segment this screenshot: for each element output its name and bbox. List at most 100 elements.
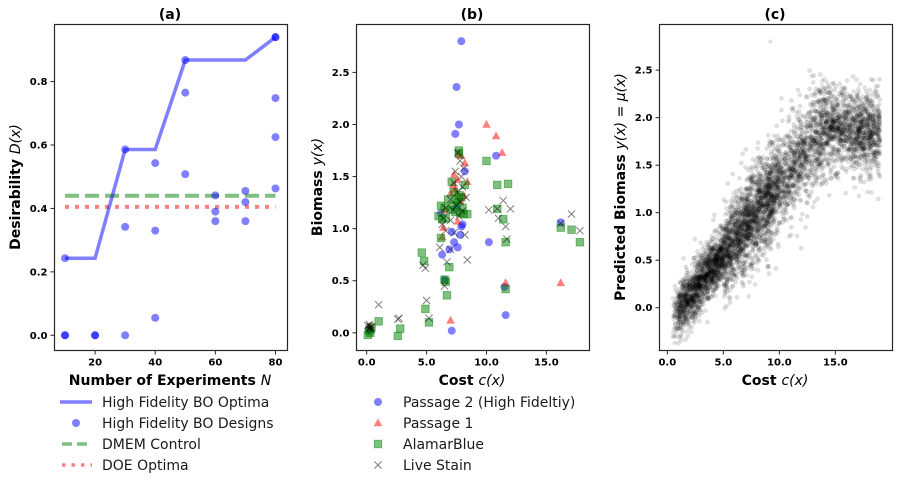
predicted-point [786, 233, 792, 239]
predicted-point [742, 258, 748, 264]
bo-design-point [61, 331, 70, 340]
predicted-point [747, 279, 752, 285]
predicted-point [813, 177, 819, 183]
predicted-point [783, 149, 789, 155]
predicted-point [861, 131, 867, 137]
predicted-point [794, 192, 800, 198]
predicted-point [692, 265, 698, 271]
predicted-point [735, 225, 741, 231]
predicted-point [715, 268, 721, 273]
predicted-point [735, 216, 741, 222]
bo-design-point [181, 56, 190, 65]
predicted-point [822, 97, 828, 103]
predicted-point [868, 116, 874, 122]
predicted-point [775, 184, 781, 190]
x-tick-label: 60 [208, 358, 222, 369]
bo-design-point [211, 217, 220, 226]
predicted-point [727, 300, 733, 306]
predicted-point [832, 116, 838, 122]
passage1-point [497, 148, 507, 156]
predicted-point [759, 209, 765, 215]
predicted-point [830, 157, 836, 163]
panel-a-y-ticks: 0.00.20.40.60.8 [30, 77, 55, 342]
predicted-point [758, 238, 764, 244]
predicted-point [798, 217, 804, 222]
livestain-point [494, 214, 503, 223]
predicted-point [777, 203, 783, 209]
predicted-point [780, 118, 785, 124]
legend-circle-icon [72, 419, 80, 427]
passage2-point [453, 243, 462, 252]
predicted-point [695, 298, 701, 304]
predicted-point [837, 136, 843, 142]
predicted-point [760, 217, 766, 222]
predicted-point [809, 73, 815, 79]
predicted-point [780, 172, 786, 178]
livestain-point [374, 300, 383, 309]
predicted-point [729, 261, 735, 267]
predicted-point [734, 258, 740, 264]
livestain-point [450, 178, 459, 187]
predicted-point [846, 134, 852, 140]
panel-c: (c) 0.0 5.0 10.0 15.0 0.00.51.01.52.02.5 Co… [613, 7, 894, 389]
predicted-point [764, 182, 770, 188]
predicted-point [783, 208, 789, 213]
predicted-point [871, 123, 877, 129]
predicted-point [717, 223, 723, 229]
predicted-point [763, 184, 769, 190]
predicted-point [721, 255, 727, 261]
predicted-point [824, 140, 830, 146]
predicted-point [741, 234, 747, 240]
predicted-point [752, 220, 758, 225]
predicted-point [757, 194, 763, 200]
predicted-point [682, 276, 688, 282]
predicted-point [760, 155, 766, 160]
predicted-point [682, 316, 688, 322]
predicted-point [725, 276, 731, 282]
predicted-point [694, 263, 700, 269]
predicted-point [709, 275, 715, 281]
predicted-point [769, 203, 775, 209]
livestain-point [567, 210, 576, 219]
predicted-point [850, 175, 856, 181]
predicted-point [676, 317, 681, 322]
predicted-point [712, 252, 718, 258]
predicted-point [707, 251, 713, 257]
alamarblue-point [419, 256, 429, 266]
predicted-point [751, 173, 757, 179]
predicted-point [859, 135, 865, 141]
predicted-point [821, 97, 827, 103]
predicted-point [810, 79, 816, 85]
predicted-point [799, 149, 805, 155]
predicted-point [874, 148, 880, 154]
predicted-point [713, 261, 719, 267]
bo-design-point [121, 222, 130, 231]
bo-design-point [241, 198, 250, 207]
predicted-point [778, 107, 784, 113]
predicted-point [697, 277, 703, 283]
predicted-point [728, 219, 734, 225]
predicted-point [872, 148, 878, 153]
predicted-point [731, 253, 737, 259]
predicted-point [843, 134, 849, 139]
predicted-point [787, 139, 793, 145]
predicted-point [767, 210, 773, 215]
predicted-point [852, 115, 858, 121]
passage1-point [491, 131, 501, 140]
livestain-point [421, 264, 430, 273]
predicted-point [672, 283, 678, 289]
predicted-point [749, 179, 755, 185]
predicted-point [821, 109, 827, 115]
bo-design-point [61, 254, 70, 263]
predicted-point [857, 119, 863, 125]
predicted-point [867, 97, 873, 103]
predicted-point [804, 167, 810, 172]
predicted-point [817, 133, 823, 139]
predicted-point [757, 174, 763, 180]
predicted-point [748, 191, 754, 197]
predicted-point [809, 158, 815, 164]
x-tick-label: 5.0 [418, 358, 436, 369]
predicted-point [798, 245, 804, 251]
predicted-point [695, 294, 701, 299]
